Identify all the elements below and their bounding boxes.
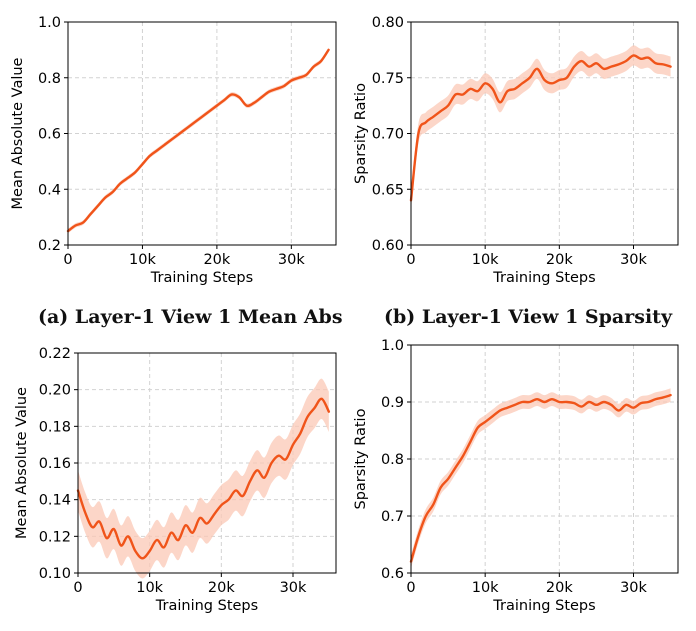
series-line bbox=[76, 397, 331, 560]
y-tick-label: 0.65 bbox=[372, 182, 404, 198]
x-tick-label: 30k bbox=[280, 580, 307, 596]
y-tick-label: 0.6 bbox=[38, 127, 61, 143]
x-tick-label: 0 bbox=[406, 580, 415, 596]
y-axis-label: Mean Absolute Value bbox=[10, 57, 26, 209]
y-tick-label: 0.16 bbox=[39, 456, 71, 472]
x-tick-label: 0 bbox=[406, 252, 415, 268]
y-tick-label: 1.0 bbox=[381, 338, 404, 354]
x-tick-label: 20k bbox=[208, 580, 235, 596]
y-tick-label: 0.20 bbox=[39, 383, 71, 399]
y-tick-label: 0.60 bbox=[372, 238, 404, 254]
x-tick-label: 0 bbox=[73, 580, 82, 596]
x-axis-label: Training Steps bbox=[492, 598, 595, 614]
series-line bbox=[409, 393, 672, 563]
x-tick-label: 30k bbox=[620, 580, 647, 596]
y-tick-label: 0.2 bbox=[38, 238, 61, 254]
series-line bbox=[409, 54, 672, 202]
x-tick-label: 10k bbox=[472, 580, 499, 596]
x-axis-label: Training Steps bbox=[492, 270, 595, 286]
x-tick-label: 10k bbox=[129, 252, 156, 268]
y-tick-label: 0.18 bbox=[39, 419, 71, 435]
chart-panel-4: 0 10k 20k 30k 0.6 0.7 0.8 0.9 1.0 Training Steps S… bbox=[353, 338, 679, 614]
series-line bbox=[66, 48, 330, 233]
y-tick-label: 0.4 bbox=[38, 182, 61, 198]
y-tick-label: 0.75 bbox=[372, 71, 404, 87]
x-tick-label: 10k bbox=[472, 252, 499, 268]
confidence-band bbox=[78, 378, 329, 579]
y-axis-label: Sparsity Ratio bbox=[353, 408, 369, 509]
caption-a: (a) Layer-1 View 1 Mean Abs bbox=[38, 306, 343, 328]
x-tick-label: 30k bbox=[278, 252, 305, 268]
x-tick-label: 20k bbox=[546, 252, 573, 268]
y-tick-label: 0.7 bbox=[381, 509, 404, 525]
y-tick-label: 0.8 bbox=[38, 71, 61, 87]
chart-panel-1: 0 10k 20k 30k 0.2 0.4 0.6 0.8 1.0 Training Steps M… bbox=[10, 15, 337, 286]
y-axis-label: Mean Absolute Value bbox=[14, 387, 30, 539]
y-tick-label: 0.70 bbox=[372, 127, 404, 143]
x-tick-label: 20k bbox=[546, 580, 573, 596]
y-tick-label: 0.9 bbox=[381, 395, 404, 411]
chart-panel-3: 0 10k 20k 30k 0.10 0.12 0.14 0.16 0.18 0.20 0.22 Tr… bbox=[14, 346, 337, 614]
x-tick-label: 20k bbox=[203, 252, 230, 268]
x-tick-label: 0 bbox=[63, 252, 72, 268]
y-tick-label: 0.12 bbox=[39, 529, 71, 545]
x-axis-label: Training Steps bbox=[150, 270, 253, 286]
y-tick-label: 0.10 bbox=[39, 566, 71, 582]
confidence-band bbox=[411, 388, 671, 569]
y-tick-label: 0.6 bbox=[381, 566, 404, 582]
y-tick-label: 0.22 bbox=[39, 346, 71, 362]
confidence-band bbox=[411, 45, 671, 211]
caption-b: (b) Layer-1 View 1 Sparsity bbox=[384, 306, 672, 328]
y-tick-label: 0.80 bbox=[372, 15, 404, 31]
chart-panel-2: 0 10k 20k 30k 0.60 0.65 0.70 0.75 0.80 Training S… bbox=[353, 15, 679, 286]
x-tick-label: 10k bbox=[136, 580, 163, 596]
y-tick-label: 0.8 bbox=[381, 452, 404, 468]
y-axis-label: Sparsity Ratio bbox=[353, 83, 369, 184]
x-tick-label: 30k bbox=[620, 252, 647, 268]
y-tick-label: 1.0 bbox=[38, 15, 61, 31]
confidence-band bbox=[68, 47, 329, 234]
y-tick-label: 0.14 bbox=[39, 493, 71, 509]
x-axis-label: Training Steps bbox=[155, 598, 258, 614]
